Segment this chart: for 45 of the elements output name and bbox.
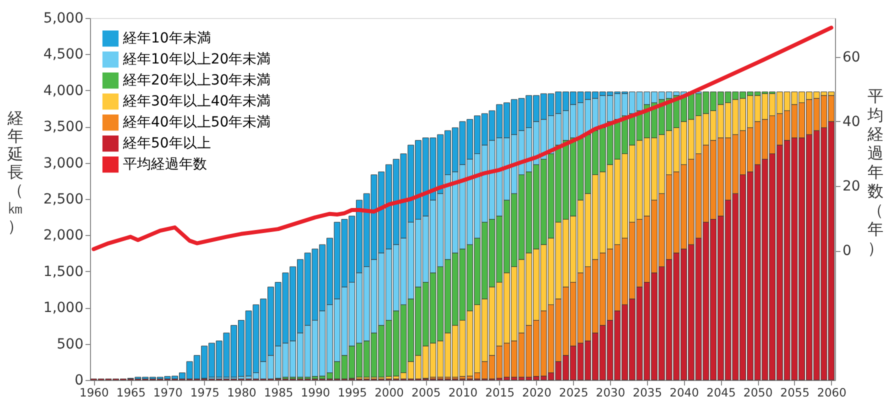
x-tick-label: 1975 — [190, 386, 220, 400]
x-tick-label: 1985 — [264, 386, 294, 400]
x-tick-label: 2015 — [485, 386, 515, 400]
x-tick-label: 2020 — [522, 386, 552, 400]
legend-label: 平均経過年数 — [123, 156, 207, 172]
legend-label: 経年10年以上20年未満 — [122, 52, 271, 68]
y-tick-label: 3,000 — [43, 155, 84, 172]
y-tick-label: 4,500 — [43, 46, 84, 63]
x-tick-label: 2040 — [670, 386, 699, 400]
x-tick-label: 1980 — [227, 386, 256, 400]
legend-label: 経年10年未満 — [122, 30, 211, 46]
legend-label: 経年50年以上 — [122, 136, 211, 152]
x-tick-label: 1960 — [80, 386, 109, 400]
x-tick-label: 2055 — [780, 386, 810, 400]
x-tick-label: 2005 — [411, 386, 441, 400]
legend-label: 経年30年以上40年未満 — [122, 94, 271, 110]
y-tick-label: 2,000 — [43, 228, 84, 244]
y2-tick-label: 20 — [842, 178, 860, 195]
legend-label: 経年40年以上50年未満 — [122, 114, 271, 130]
x-tick-label: 1995 — [338, 386, 367, 400]
x-tick-label: 1970 — [153, 386, 183, 400]
y-tick-label: 5,000 — [43, 10, 84, 26]
x-tick-label: 2050 — [743, 386, 773, 400]
y-tick-label: 500 — [56, 336, 84, 352]
y2-tick-label: 60 — [842, 49, 860, 66]
x-tick-label: 2035 — [632, 386, 662, 400]
x-tick-label: 2025 — [559, 386, 588, 400]
x-tick-label: 2010 — [448, 386, 478, 400]
y-tick-label: 3,500 — [43, 119, 84, 136]
y-tick-label: 4,000 — [43, 82, 84, 99]
x-tick-label: 1965 — [116, 386, 146, 400]
x-tick-label: 2060 — [817, 386, 846, 400]
y-tick-label: 0 — [74, 372, 84, 388]
legend-label: 経年20年以上30年未満 — [122, 72, 271, 88]
x-tick-label: 1990 — [300, 386, 330, 400]
x-tick-label: 2045 — [706, 386, 736, 400]
y-tick-label: 2,500 — [43, 192, 84, 208]
y-tick-label: 1,000 — [43, 300, 84, 316]
y-axis-title: 経年延長（㎞） — [6, 108, 24, 236]
x-tick-label: 2030 — [596, 386, 626, 400]
y2-tick-label: 40 — [842, 114, 860, 130]
x-tick-label: 2000 — [374, 386, 404, 400]
text: 平均経過年数（年） — [868, 86, 884, 258]
y-tick-label: 1,500 — [43, 264, 84, 280]
y2-tick-label: 0 — [842, 243, 852, 260]
